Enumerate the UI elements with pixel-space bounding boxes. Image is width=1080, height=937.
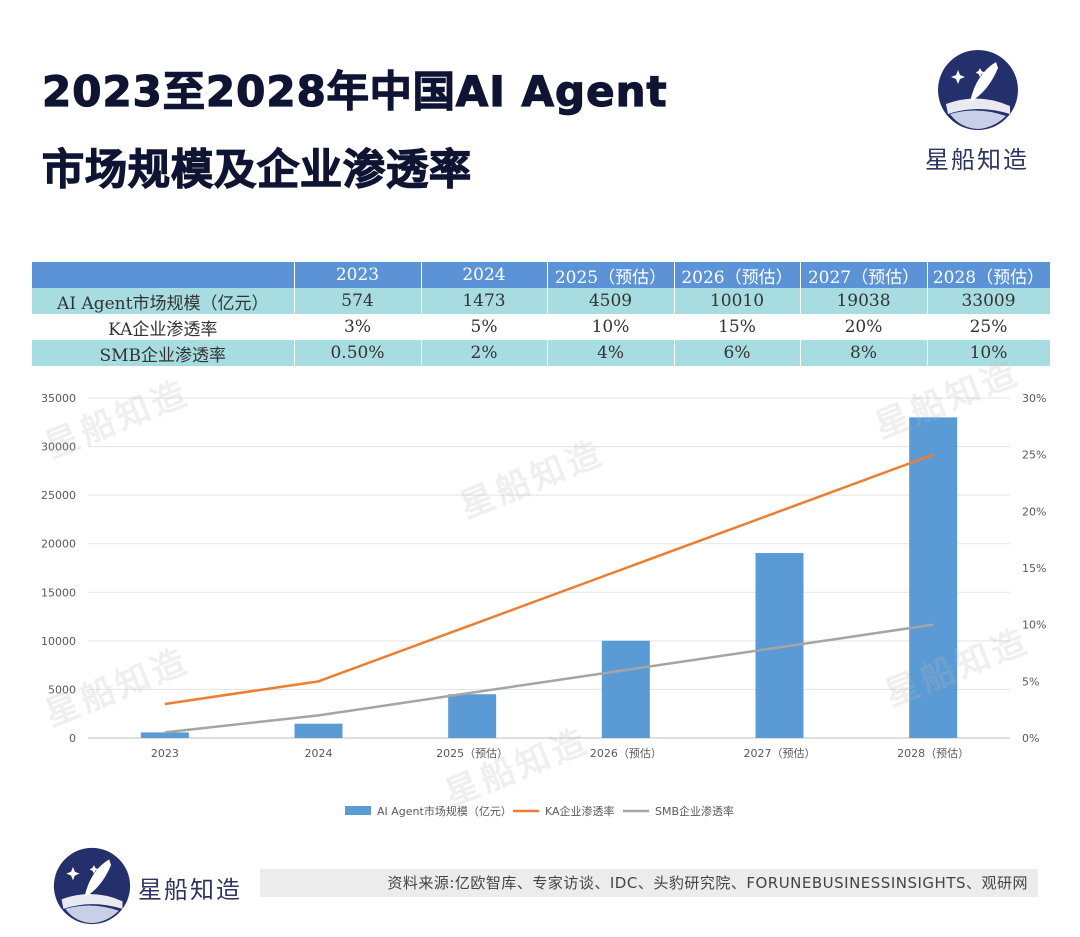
y2-tick-label: 25%: [1022, 449, 1046, 462]
table-header-row: 2023 2024 2025（预估） 2026（预估） 2027（预估） 202…: [32, 262, 1051, 288]
table-cell: 2%: [421, 340, 548, 366]
table-header-cell: 2024: [421, 262, 548, 288]
table-cell: 10010: [674, 288, 801, 314]
y2-tick-label: 0%: [1022, 732, 1039, 745]
bar: [909, 417, 958, 738]
y2-tick-label: 30%: [1022, 392, 1046, 405]
table-cell: 19038: [800, 288, 928, 314]
y2-tick-label: 10%: [1022, 619, 1046, 632]
y-tick-label: 0: [69, 732, 76, 745]
table-cell: 10%: [927, 340, 1051, 366]
table-cell: 574: [294, 288, 422, 314]
table-row-label: AI Agent市场规模（亿元）: [32, 288, 295, 314]
table-header-cell: 2025（预估）: [547, 262, 675, 288]
footer-logo-icon: [53, 847, 131, 925]
table-cell: 25%: [927, 314, 1051, 340]
table-header-cell: 2026（预估）: [674, 262, 801, 288]
x-tick-label: 2028（预估）: [897, 747, 969, 760]
title-line-2: 市场规模及企业渗透率: [41, 144, 473, 194]
table-cell: 6%: [674, 340, 801, 366]
bar: [294, 723, 343, 738]
table-header-cell: [32, 262, 295, 288]
legend-label: AI Agent市场规模（亿元）: [377, 804, 512, 818]
x-tick-label: 2025（预估）: [436, 747, 508, 760]
table-cell: 1473: [421, 288, 548, 314]
y2-tick-label: 5%: [1022, 675, 1039, 688]
y2-tick-label: 15%: [1022, 562, 1046, 575]
y2-tick-label: 20%: [1022, 505, 1046, 518]
bar: [140, 732, 189, 738]
legend-swatch: [345, 806, 371, 815]
table-row: AI Agent市场规模（亿元） 574 1473 4509 10010 190…: [32, 288, 1051, 314]
table-cell: 0.50%: [294, 340, 422, 366]
source-note: 资料来源:亿欧智库、专家访谈、IDC、头豹研究院、FORUNEBUSINESSI…: [387, 874, 1028, 892]
table-row-label: SMB企业渗透率: [32, 340, 295, 366]
table-row: KA企业渗透率 3% 5% 10% 15% 20% 25%: [32, 314, 1051, 340]
legend-label: SMB企业渗透率: [655, 804, 734, 818]
x-tick-label: 2026（预估）: [590, 747, 662, 760]
y-tick-label: 35000: [41, 392, 76, 405]
x-tick-label: 2024: [305, 747, 333, 760]
series-line: [164, 623, 934, 734]
y-tick-label: 5000: [48, 683, 76, 696]
y-tick-label: 10000: [41, 635, 76, 648]
table-cell: 4%: [547, 340, 675, 366]
brand-logo-icon: [938, 50, 1018, 130]
table-cell: 8%: [800, 340, 928, 366]
x-tick-label: 2023: [151, 747, 179, 760]
bar: [448, 694, 497, 738]
table-row-label: KA企业渗透率: [32, 314, 295, 340]
table-header-cell: 2028（预估）: [927, 262, 1051, 288]
table-row: SMB企业渗透率 0.50% 2% 4% 6% 8% 10%: [32, 340, 1051, 366]
table-cell: 10%: [547, 314, 675, 340]
table-header-cell: 2027（预估）: [800, 262, 928, 288]
x-tick-label: 2027（预估）: [744, 747, 816, 760]
table-cell: 20%: [800, 314, 928, 340]
brand-name: 星船知造: [925, 146, 1029, 174]
y-tick-label: 20000: [41, 538, 76, 551]
footer-brand-name: 星船知造: [138, 876, 242, 904]
combo-chart: 0 5000 10000 15000 20000 25000 30000 35000 0% 5% 1…: [41, 392, 1046, 818]
series-line: [164, 453, 934, 706]
y-tick-label: 30000: [41, 441, 76, 454]
table-cell: 3%: [294, 314, 422, 340]
table-cell: 4509: [547, 288, 675, 314]
table-cell: 15%: [674, 314, 801, 340]
table-cell: 33009: [927, 288, 1051, 314]
source-bar: 资料来源:亿欧智库、专家访谈、IDC、头豹研究院、FORUNEBUSINESSI…: [260, 869, 1038, 897]
y-tick-label: 15000: [41, 586, 76, 599]
title-line-1: 2023至2028年中国AI Agent: [41, 66, 668, 116]
y-tick-label: 25000: [41, 489, 76, 502]
data-table: 2023 2024 2025（预估） 2026（预估） 2027（预估） 202…: [32, 262, 1051, 366]
bar: [601, 640, 650, 738]
legend-label: KA企业渗透率: [545, 804, 615, 818]
table-cell: 5%: [421, 314, 548, 340]
table-header-cell: 2023: [294, 262, 422, 288]
